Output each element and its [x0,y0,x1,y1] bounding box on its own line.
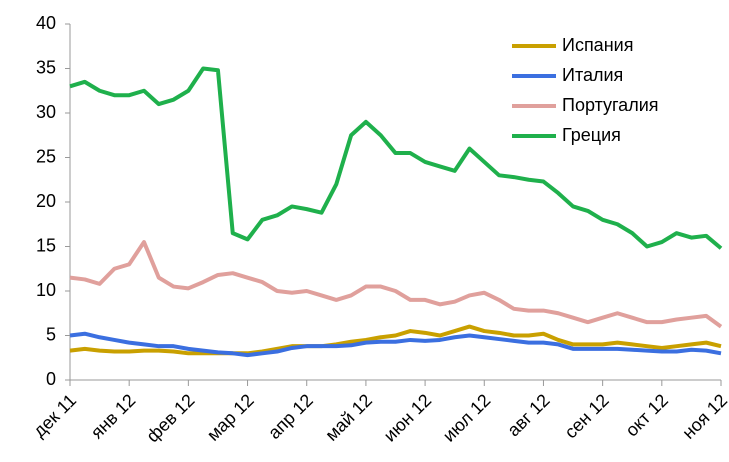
legend-label: Италия [562,65,623,85]
y-tick-label: 20 [36,191,56,211]
x-tick-label: апр 12 [264,390,317,443]
y-tick-label: 5 [46,324,56,344]
series-line [69,240,723,329]
x-tick-label: сен 12 [561,390,613,442]
x-tick-label: окт 12 [622,390,672,440]
series-line [69,331,722,358]
y-tick-label: 35 [36,57,56,77]
x-tick-label: дек 11 [29,390,80,441]
series-line [69,66,723,250]
x-tick-label: май 12 [321,390,376,445]
y-tick-label: 40 [36,13,56,33]
series-line [69,324,722,356]
x-tick-label: июн 12 [380,390,436,446]
x-tick-label: ноя 12 [678,390,729,443]
y-tick-label: 15 [36,235,56,255]
x-tick-label: авг 12 [503,390,553,440]
x-tick-label: янв 12 [87,390,140,443]
y-tick-label: 0 [46,369,56,389]
x-tick-label: мар 12 [203,390,258,445]
x-tick-label: июл 12 [439,390,495,446]
legend-label: Греция [562,125,621,145]
legend-label: Испания [562,35,633,55]
y-tick-label: 10 [36,280,56,300]
legend-label: Португалия [562,95,659,115]
y-tick-label: 25 [36,146,56,166]
y-tick-label: 30 [36,102,56,122]
x-tick-label: фев 12 [142,390,198,446]
